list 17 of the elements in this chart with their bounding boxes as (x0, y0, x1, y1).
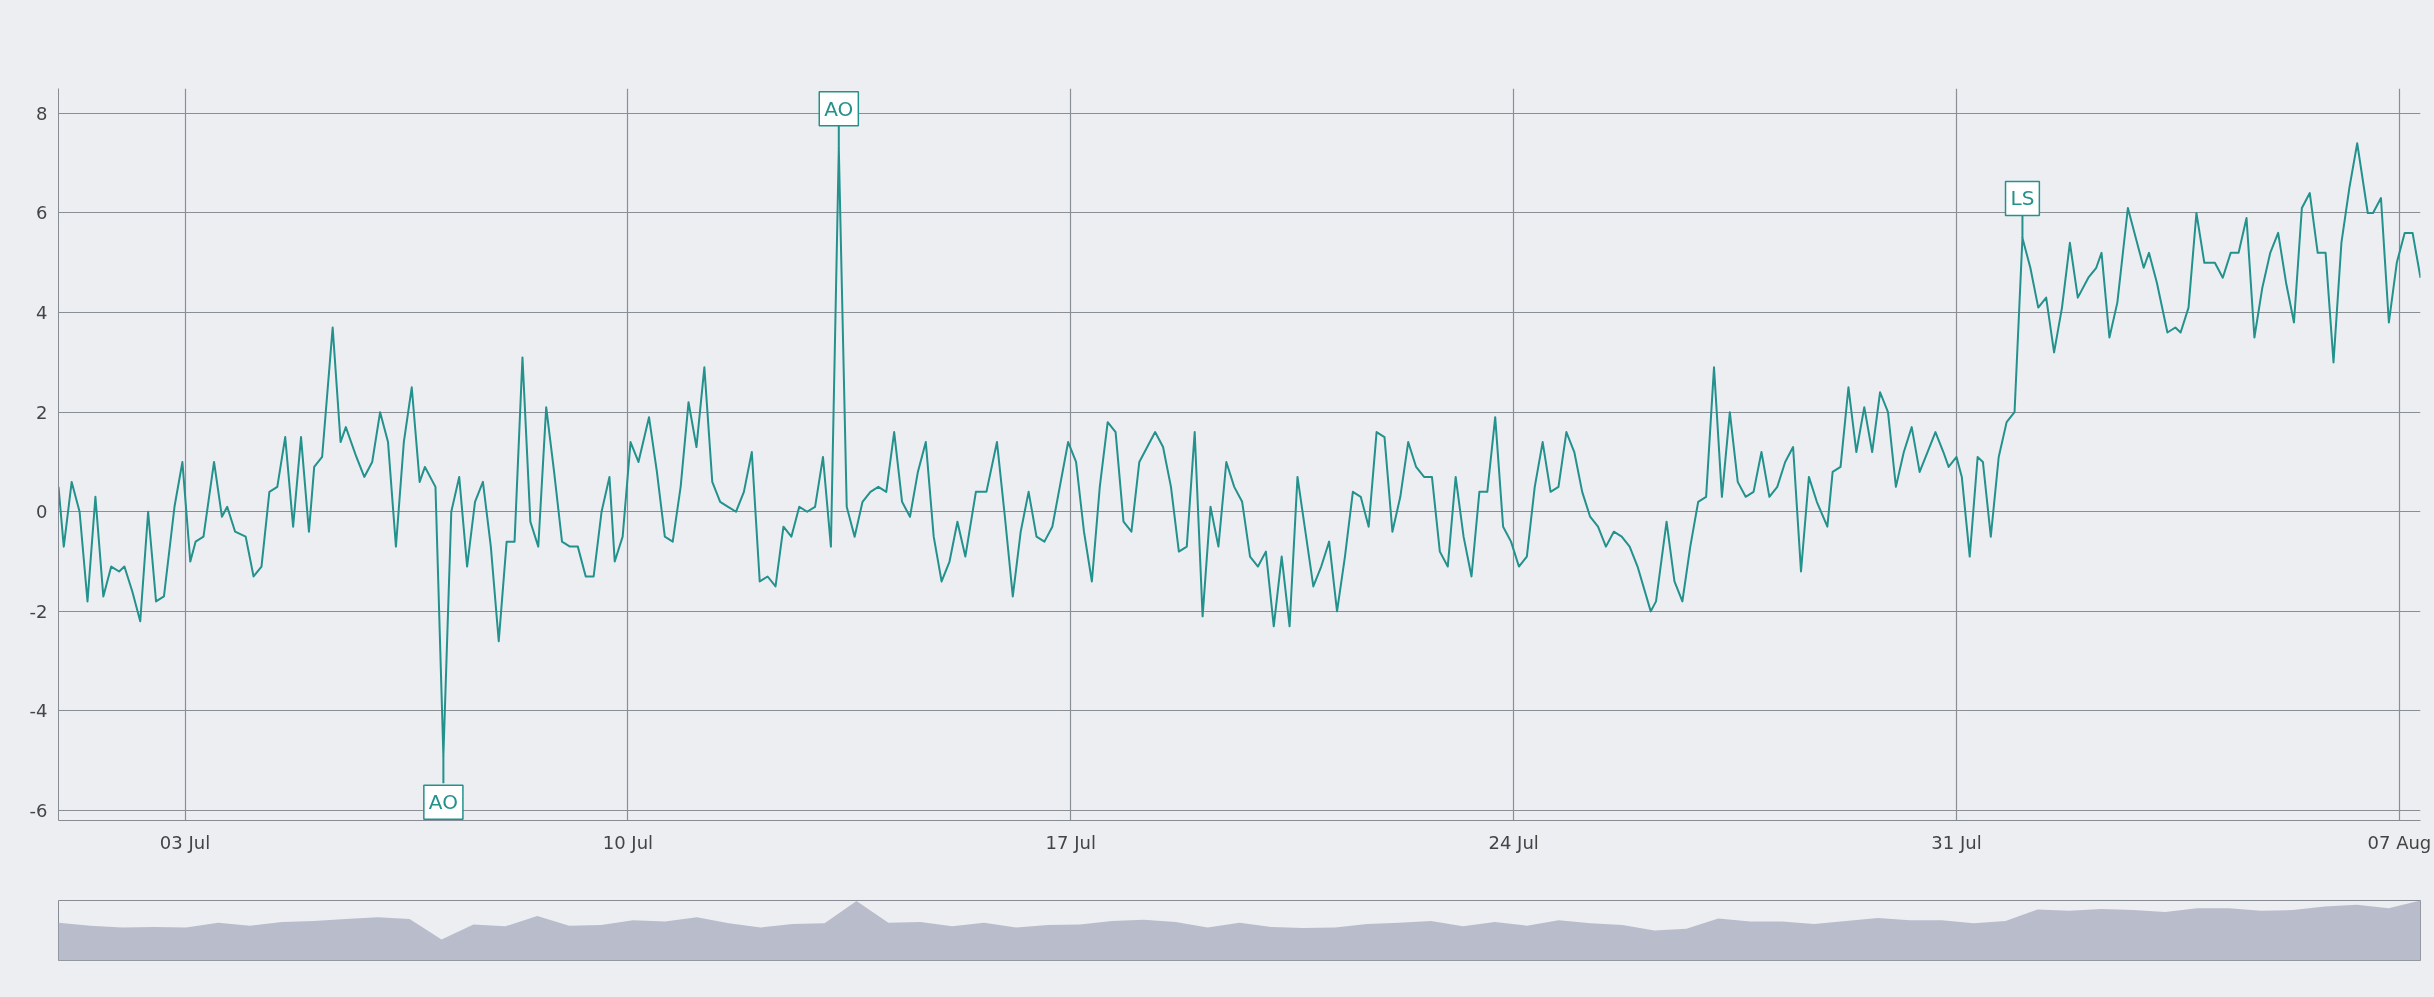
y-tick-label: -2 (29, 600, 48, 622)
y-tick-label: 8 (36, 102, 48, 124)
y-tick-label: 2 (36, 401, 48, 423)
x-tick-label: 17 Jul (1045, 831, 1096, 853)
y-tick-label: -4 (29, 700, 48, 722)
y-tick-label: 6 (36, 202, 48, 224)
annotation: AO (824, 96, 854, 121)
x-tick-label: 03 Jul (159, 831, 211, 853)
x-tick-label: 24 Jul (1488, 831, 1539, 853)
x-tick-label: 10 Jul (602, 831, 654, 853)
annotation: LS (2010, 186, 2035, 211)
y-tick-label: 0 (36, 501, 48, 523)
x-tick-label: 31 Jul (1931, 831, 1982, 853)
y-tick-label: 4 (36, 302, 48, 324)
annotation: AO (428, 790, 458, 815)
y-tick-label: -6 (29, 800, 48, 822)
x-tick-label: 07 Aug (2367, 831, 2432, 853)
